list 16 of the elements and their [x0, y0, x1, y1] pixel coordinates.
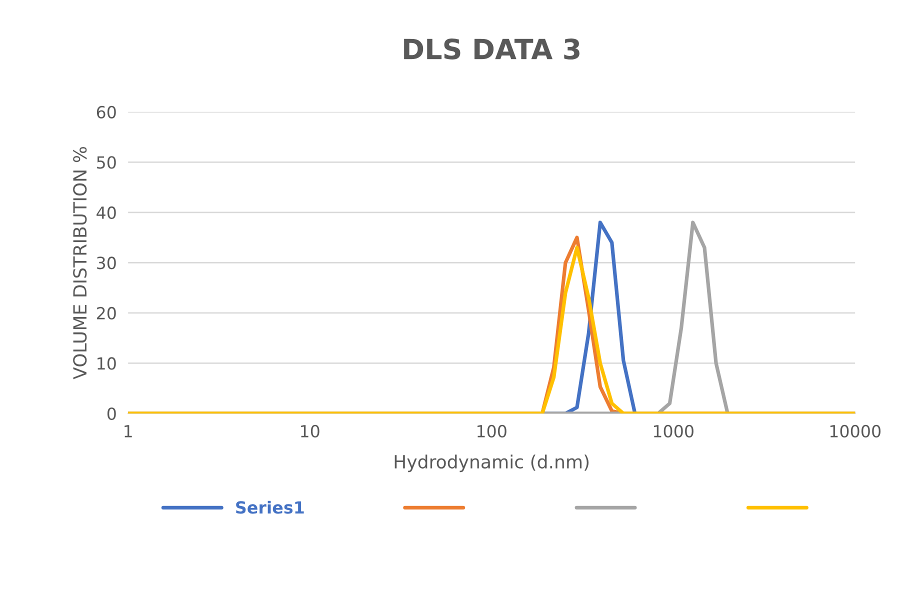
chart-title: DLS DATA 3	[404, 38, 580, 60]
y-tick-label: 60	[96, 106, 116, 118]
y-axis-title: VOLUME DISTRIBUTION %	[73, 146, 87, 380]
x-tick-label: 100	[478, 424, 506, 438]
x-tick-label: 10	[301, 424, 320, 438]
legend-label: Series1	[236, 500, 304, 514]
y-tick-label: 0	[107, 407, 116, 420]
y-tick-label: 10	[98, 357, 116, 370]
y-tick-label: 50	[97, 156, 116, 169]
x-tick-label: 1	[124, 425, 132, 438]
y-tick-label: 20	[96, 306, 116, 320]
y-tick-label: 40	[96, 206, 116, 219]
y-tick-label: 30	[97, 256, 116, 270]
x-tick-label: 1000	[654, 424, 694, 438]
x-tick-label: 10000	[830, 424, 880, 438]
x-axis-title: Hydrodynamic (d.nm)	[394, 454, 589, 472]
